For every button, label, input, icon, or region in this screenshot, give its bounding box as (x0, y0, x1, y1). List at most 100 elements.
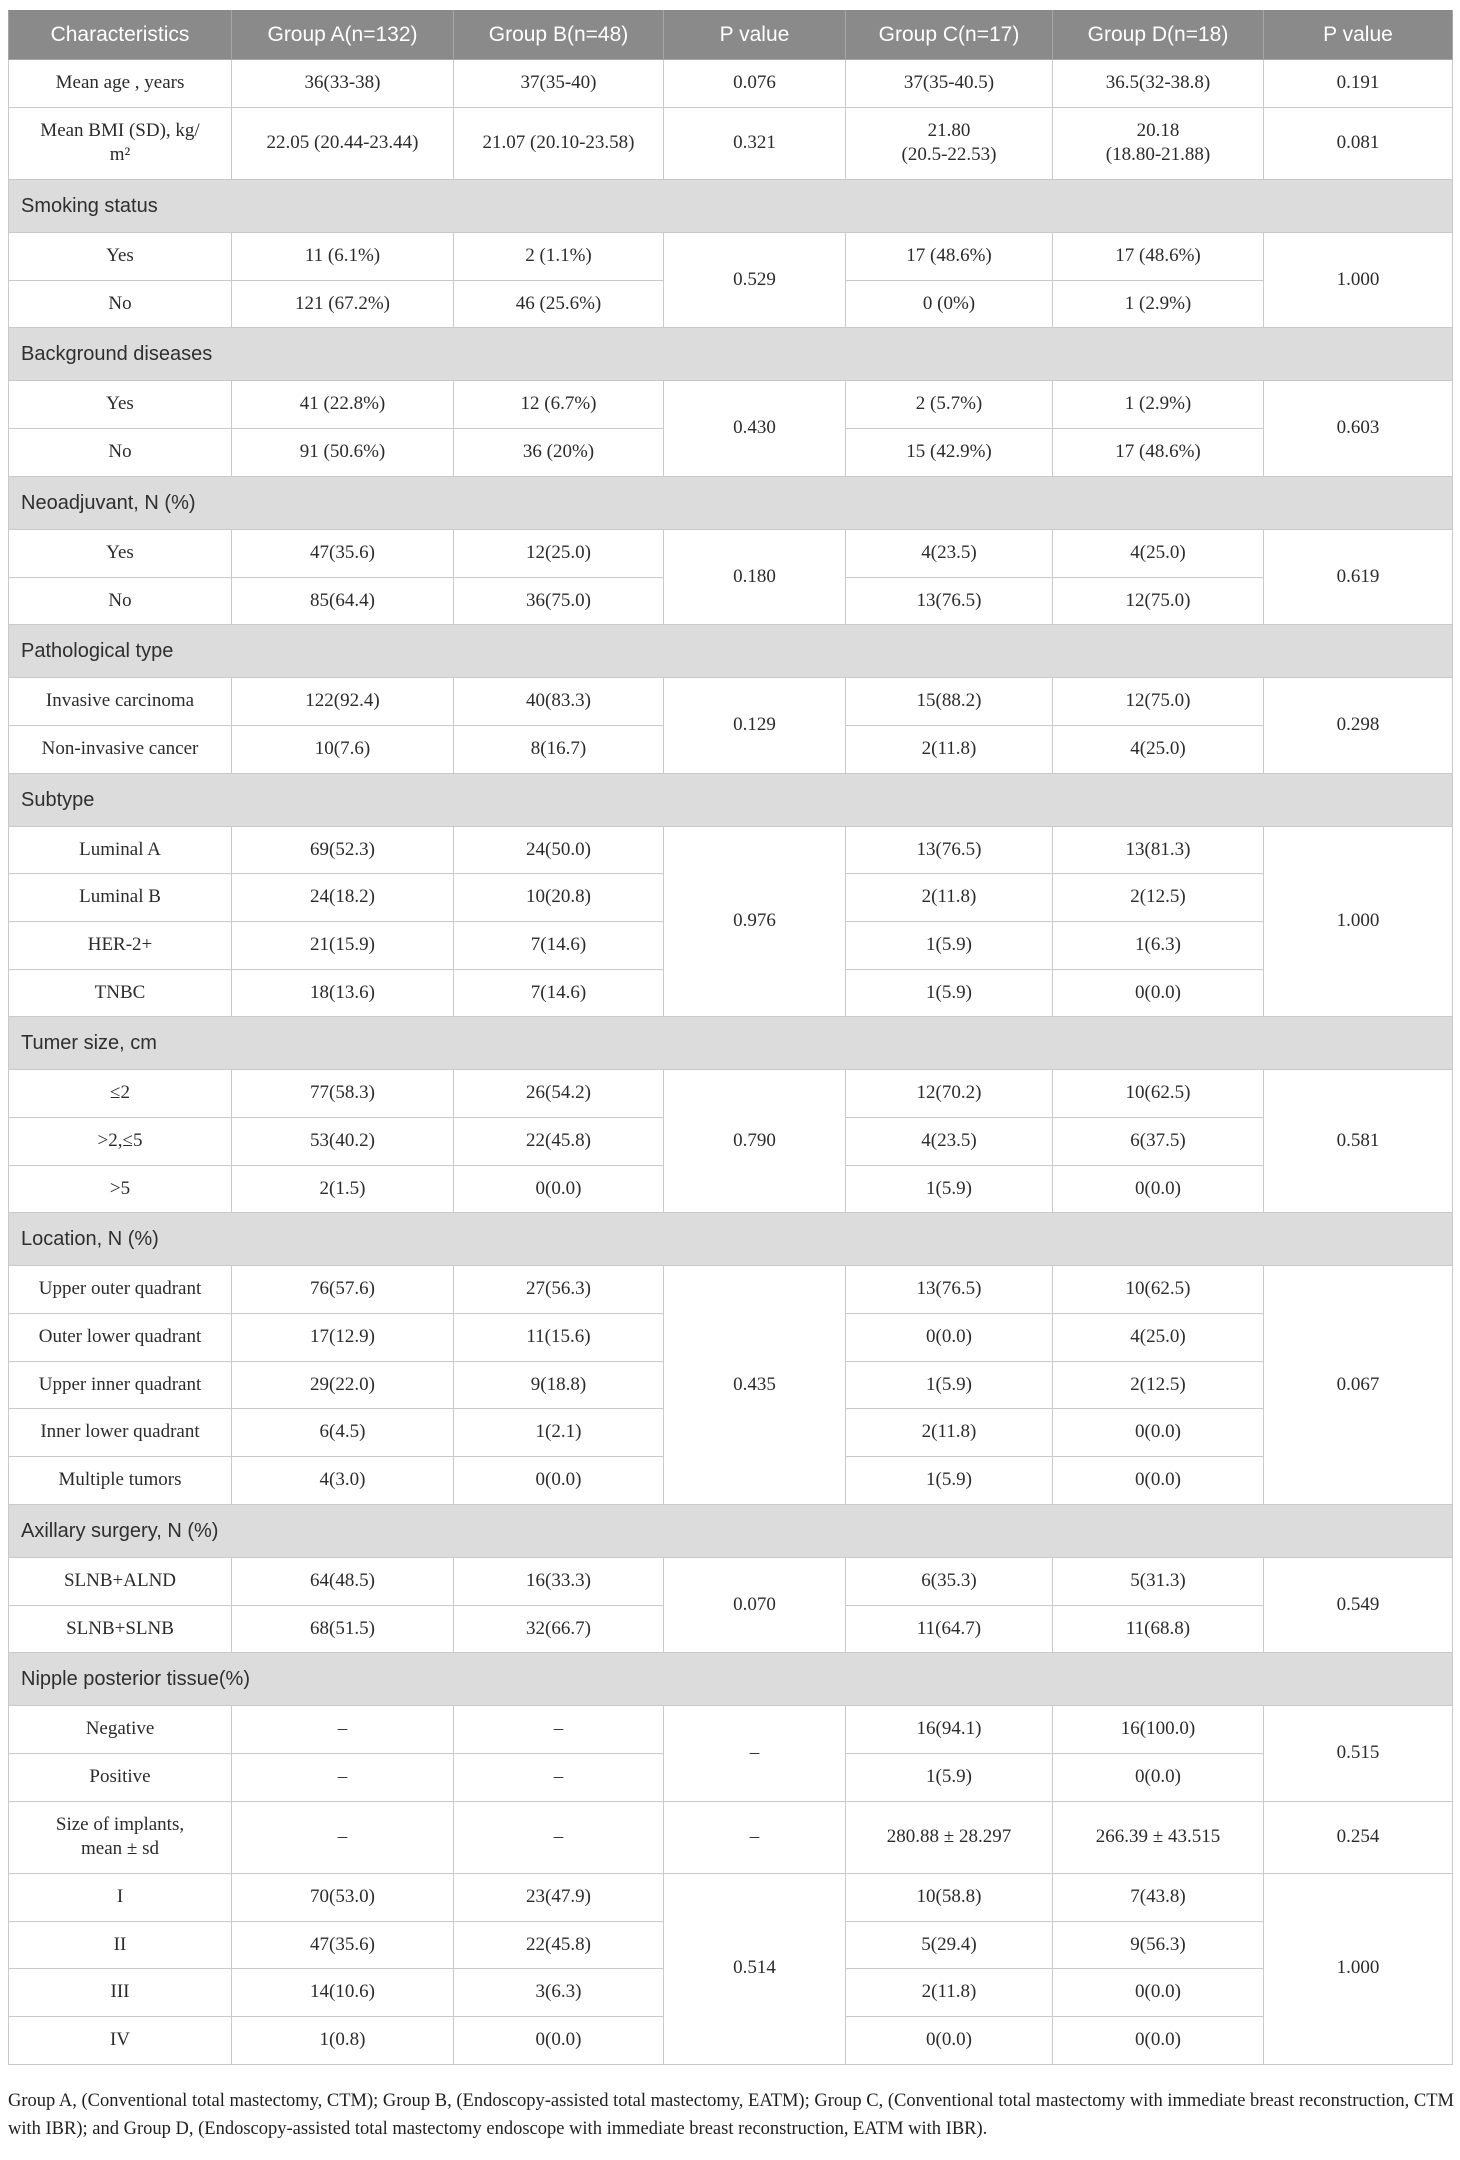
cell-group-d: 1 (2.9%) (1052, 380, 1264, 430)
cell-p-value-left: 0.430 (663, 380, 846, 477)
cell-group-c: 4(23.5) (845, 1117, 1053, 1166)
cell-group-c: 17 (48.6%) (845, 232, 1053, 281)
cell-characteristic: II (8, 1920, 232, 1970)
cell-group-c: 2 (5.7%) (845, 380, 1053, 430)
cell-group-a: 64(48.5) (231, 1556, 454, 1606)
cell-p-value-left: 0.790 (663, 1069, 846, 1214)
table-row: >2,≤5 53(40.2) 22(45.8) 4(23.5) 6(37.5) (8, 1117, 1453, 1166)
cell-group-b: 3(6.3) (453, 1968, 664, 2017)
cell-group-d: 20.18 (18.80-21.88) (1052, 106, 1264, 181)
cell-group-a: 47(35.6) (231, 1920, 454, 1970)
section-row: Tumer size, cm (8, 1016, 1453, 1071)
cell-group-b: 32(66.7) (453, 1604, 664, 1654)
col-header-group-a: Group A(n=132) (231, 10, 454, 60)
col-header-group-b: Group B(n=48) (453, 10, 664, 60)
characteristics-table: Characteristics Group A(n=132) Group B(n… (8, 10, 1453, 2065)
cell-p-value-left: 0.514 (663, 1872, 846, 2065)
cell-characteristic: Non-invasive cancer (8, 724, 232, 774)
table-row: TNBC 18(13.6) 7(14.6) 1(5.9) 0(0.0) (8, 968, 1453, 1018)
cell-p-value-left: 0.070 (663, 1556, 846, 1654)
cell-group-d: 36.5(32-38.8) (1052, 59, 1264, 108)
cell-characteristic: Luminal B (8, 873, 232, 922)
cell-group-c: 11(64.7) (845, 1604, 1053, 1654)
table-row: Yes 41 (22.8%) 12 (6.7%) 0.430 2 (5.7%) 1 (2.… (8, 380, 1453, 477)
cell-group-b: – (453, 1800, 664, 1874)
cell-group-a: 18(13.6) (231, 968, 454, 1018)
col-header-group-d: Group D(n=18) (1052, 10, 1264, 60)
cell-group-a: 91 (50.6%) (231, 428, 454, 477)
cell-p-value-right: 0.254 (1263, 1800, 1453, 1874)
cell-group-c: 2(11.8) (845, 1408, 1053, 1458)
cell-group-d: 1 (2.9%) (1052, 279, 1264, 329)
cell-group-b: 26(54.2) (453, 1069, 664, 1118)
cell-group-a: 11 (6.1%) (231, 232, 454, 281)
cell-characteristic: Invasive carcinoma (8, 677, 232, 726)
cell-p-value-left: 0.076 (663, 59, 846, 108)
cell-group-a: 47(35.6) (231, 528, 454, 578)
cell-group-d: 12(75.0) (1052, 576, 1264, 626)
cell-p-value-right: 0.298 (1263, 677, 1453, 774)
cell-group-b: 8(16.7) (453, 724, 664, 774)
section-title: Pathological type (8, 624, 1453, 679)
cell-group-d: 12(75.0) (1052, 677, 1264, 726)
cell-group-d: 17 (48.6%) (1052, 428, 1264, 477)
cell-group-c: 0(0.0) (845, 1313, 1053, 1362)
cell-p-value-left: 0.180 (663, 528, 846, 626)
cell-group-b: 24(50.0) (453, 825, 664, 875)
section-row: Background diseases (8, 327, 1453, 382)
cell-characteristic: No (8, 576, 232, 626)
section-row: Neoadjuvant, N (%) (8, 475, 1453, 530)
cell-p-value-right: 0.191 (1263, 59, 1453, 108)
cell-group-c: 0 (0%) (845, 279, 1053, 329)
cell-group-c: 15(88.2) (845, 677, 1053, 726)
cell-characteristic: Outer lower quadrant (8, 1313, 232, 1362)
cell-group-d: 2(12.5) (1052, 1360, 1264, 1410)
cell-group-d: 0(0.0) (1052, 1408, 1264, 1458)
cell-group-d: 17 (48.6%) (1052, 232, 1264, 281)
section-title: Subtype (8, 772, 1453, 827)
cell-p-value-right: 0.603 (1263, 380, 1453, 477)
cell-group-b: 22(45.8) (453, 1920, 664, 1970)
section-title: Tumer size, cm (8, 1016, 1453, 1071)
cell-group-a: 70(53.0) (231, 1872, 454, 1922)
cell-characteristic: Positive (8, 1752, 232, 1802)
cell-group-b: – (453, 1705, 664, 1754)
cell-group-c: 10(58.8) (845, 1872, 1053, 1922)
cell-group-c: 1(5.9) (845, 1456, 1053, 1505)
cell-group-c: 13(76.5) (845, 1265, 1053, 1315)
cell-group-d: 11(68.8) (1052, 1604, 1264, 1654)
cell-characteristic: SLNB+ALND (8, 1556, 232, 1606)
cell-p-value-right: 0.549 (1263, 1556, 1453, 1654)
cell-p-value-left: 0.321 (663, 106, 846, 181)
cell-group-d: 4(25.0) (1052, 528, 1264, 578)
table-row: IV 1(0.8) 0(0.0) 0(0.0) 0(0.0) (8, 2016, 1453, 2065)
cell-group-a: 10(7.6) (231, 724, 454, 774)
cell-p-value-right: 0.515 (1263, 1705, 1453, 1802)
table-row: ≤2 77(58.3) 26(54.2) 0.790 12(70.2) 10(62.5) 0… (8, 1069, 1453, 1214)
cell-group-b: 12 (6.7%) (453, 380, 664, 430)
cell-characteristic: Upper inner quadrant (8, 1360, 232, 1410)
cell-group-c: 0(0.0) (845, 2016, 1053, 2065)
cell-p-value-left: 0.435 (663, 1265, 846, 1505)
cell-group-b: 40(83.3) (453, 677, 664, 726)
section-title: Background diseases (8, 327, 1453, 382)
cell-group-d: 266.39 ± 43.515 (1052, 1800, 1264, 1874)
cell-p-value-right: 0.067 (1263, 1265, 1453, 1505)
cell-characteristic: Yes (8, 528, 232, 578)
table-row: Non-invasive cancer 10(7.6) 8(16.7) 2(11.8)… (8, 724, 1453, 774)
cell-group-c: 13(76.5) (845, 825, 1053, 875)
table-row: Luminal B 24(18.2) 10(20.8) 2(11.8) 2(12.5) (8, 873, 1453, 922)
cell-characteristic: Multiple tumors (8, 1456, 232, 1505)
cell-group-d: 16(100.0) (1052, 1705, 1264, 1754)
cell-group-a: 1(0.8) (231, 2016, 454, 2065)
cell-group-d: 0(0.0) (1052, 2016, 1264, 2065)
cell-characteristic: IV (8, 2016, 232, 2065)
table-row: Yes 47(35.6) 12(25.0) 0.180 4(23.5) 4(25.0) 0.… (8, 528, 1453, 626)
cell-group-b: 0(0.0) (453, 2016, 664, 2065)
cell-characteristic: Inner lower quadrant (8, 1408, 232, 1458)
cell-group-a: 6(4.5) (231, 1408, 454, 1458)
cell-characteristic: TNBC (8, 968, 232, 1018)
cell-group-b: 12(25.0) (453, 528, 664, 578)
cell-p-value-right: 0.619 (1263, 528, 1453, 626)
cell-group-d: 0(0.0) (1052, 1164, 1264, 1214)
